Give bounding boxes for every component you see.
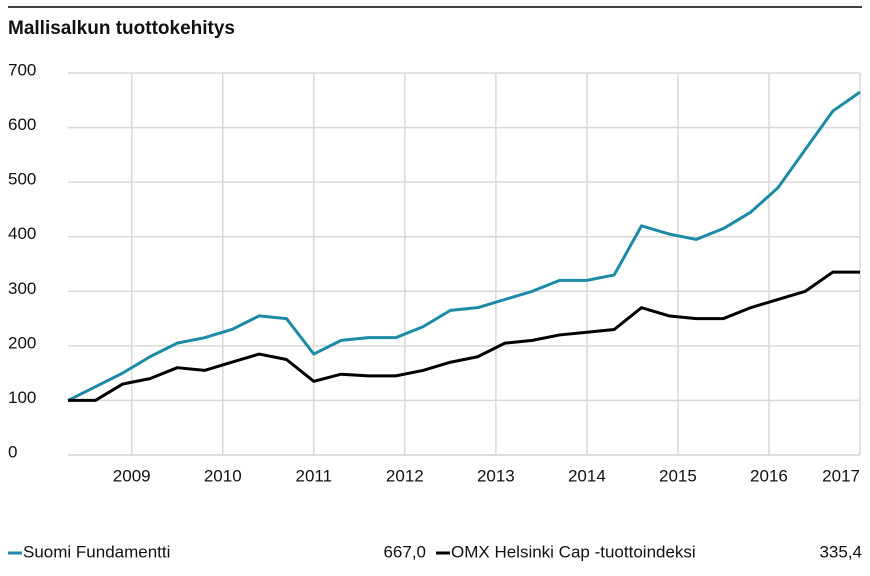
x-tick-label: 2010 [204,466,242,485]
legend-label: OMX Helsinki Cap -tuottoindeksi [451,542,696,561]
legend-label: Suomi Fundamentti [23,542,170,561]
x-tick-label: 2012 [386,466,424,485]
y-tick-label: 400 [8,224,36,243]
y-tick-label: 200 [8,333,36,352]
series-line [68,270,860,402]
chart-title: Mallisalkun tuottokehitys [8,18,235,39]
x-tick-label: 2014 [568,466,606,485]
x-tick-label: 2011 [296,466,333,485]
y-tick-label: 700 [8,60,36,79]
legend-value: 667,0 [383,542,426,561]
y-tick-label: 500 [8,170,36,189]
x-tick-label: 2016 [750,466,788,485]
series-line [67,90,861,402]
y-tick-label: 100 [8,388,36,407]
y-tick-label: 600 [8,115,36,134]
x-tick-label: 2015 [659,466,697,485]
y-tick-label: 0 [8,442,17,461]
x-tick-label: 2017 [822,466,860,485]
x-tick-label: 2009 [113,466,151,485]
legend-value: 335,4 [819,542,862,561]
x-tick-label: 2013 [477,466,515,485]
y-tick-label: 300 [8,279,36,298]
